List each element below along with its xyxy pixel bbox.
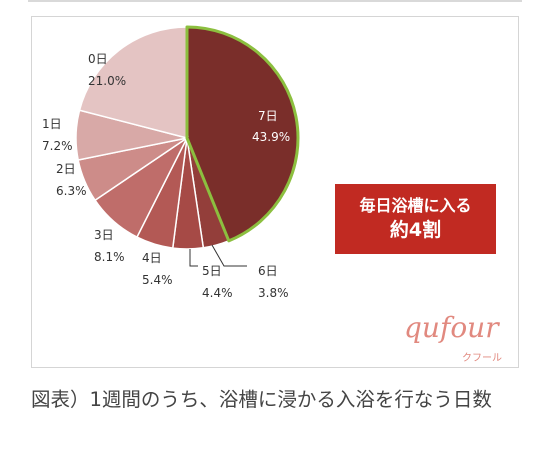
pie-slice-7 — [78, 26, 188, 139]
logo-word: qufour — [404, 311, 499, 344]
slice-label-7: 0日 — [88, 52, 108, 66]
pie-chart: 7日 43.9% 6日 3.8% 5日 4.4% 4日 5.4% 3日 8.1% 2日 6.3% 1日 7… — [42, 25, 300, 300]
leader-line-1 — [211, 244, 247, 267]
leader-line-2 — [189, 249, 198, 267]
slice-label-0: 7日 — [258, 109, 278, 123]
callout-box: 毎日浴槽に入る 約4割 — [335, 184, 496, 254]
top-divider — [28, 0, 522, 2]
slice-value-0: 43.9% — [252, 130, 290, 144]
slice-value-6: 7.2% — [42, 139, 73, 153]
slice-value-7: 21.0% — [88, 74, 126, 88]
highlight-outline — [185, 25, 300, 243]
slice-label-4: 3日 — [94, 228, 114, 242]
callout-line2: 約4割 — [389, 219, 442, 241]
slice-value-4: 8.1% — [94, 250, 125, 264]
slice-label-3: 4日 — [142, 251, 162, 265]
slice-value-5: 6.3% — [56, 184, 87, 198]
slice-value-1: 3.8% — [258, 286, 289, 300]
slice-label-1: 6日 — [258, 264, 278, 278]
slice-label-2: 5日 — [202, 264, 222, 278]
chart-frame: 7日 43.9% 6日 3.8% 5日 4.4% 4日 5.4% 3日 8.1% 2日 6.3% 1日 7… — [31, 16, 519, 368]
slice-value-3: 5.4% — [142, 273, 173, 287]
qufour-logo: qufour クフール — [404, 311, 504, 365]
slice-label-5: 2日 — [56, 162, 76, 176]
callout-line1: 毎日浴槽に入る — [359, 196, 472, 215]
figure-caption: 図表）1週間のうち、浴槽に浸かる入浴を行なう日数 — [31, 388, 492, 411]
slice-value-2: 4.4% — [202, 286, 233, 300]
logo-kana: クフール — [462, 353, 502, 364]
slice-label-6: 1日 — [42, 117, 62, 131]
